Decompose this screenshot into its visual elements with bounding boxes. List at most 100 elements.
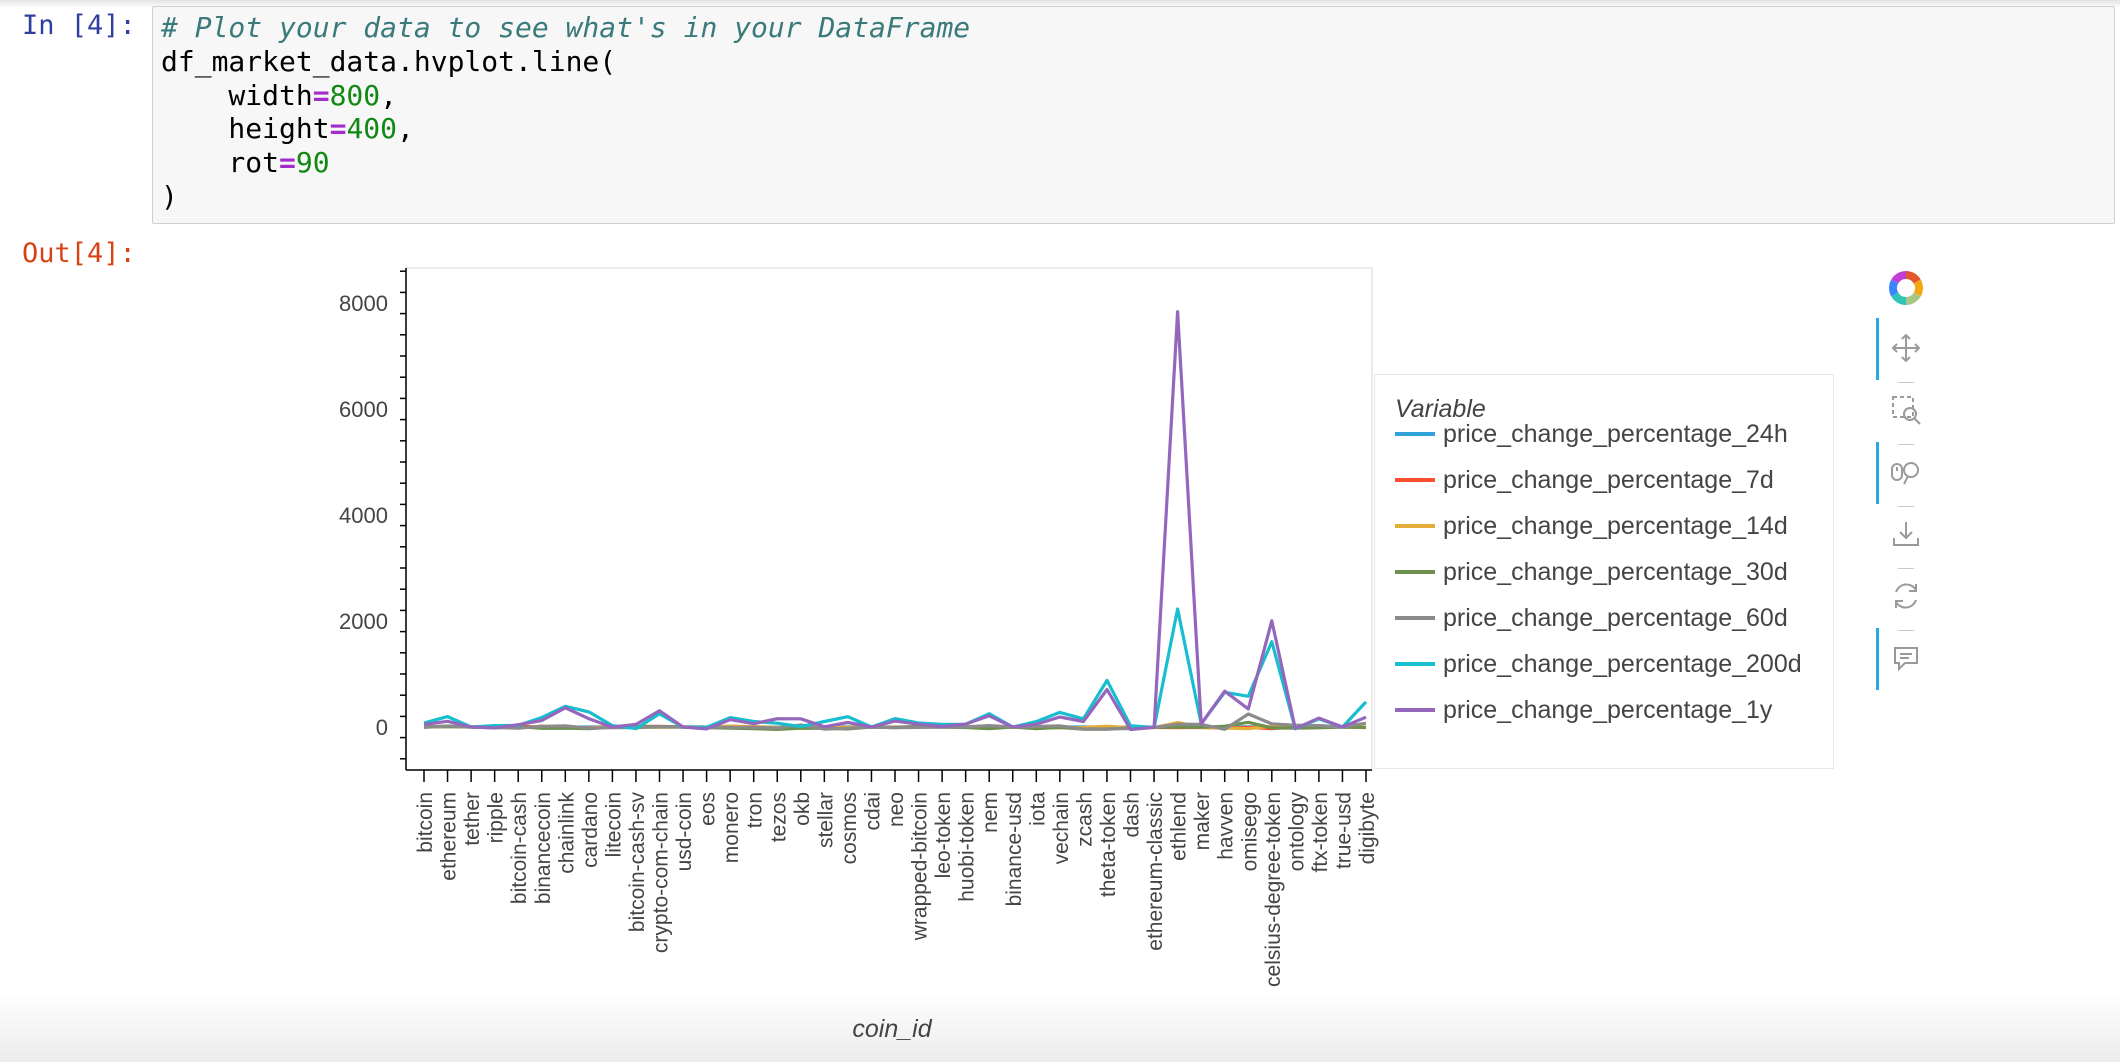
x-tick-label: monero xyxy=(720,792,743,863)
code-comment: # Plot your data to see what's in your D… xyxy=(161,11,971,44)
reset-tool-button[interactable] xyxy=(1876,570,1936,622)
legend-item[interactable]: price_change_percentage_1y xyxy=(1395,695,1772,725)
legend-item[interactable]: price_change_percentage_24h xyxy=(1395,419,1788,449)
x-axis-title: coin_id xyxy=(852,1015,932,1043)
x-tick-label: stellar xyxy=(814,792,837,848)
code-cell-editor[interactable]: # Plot your data to see what's in your D… xyxy=(152,6,2115,224)
x-tick-label: wrapped-bitcoin xyxy=(909,792,932,941)
arg-rot-name: rot xyxy=(161,146,280,180)
hover-tool-button[interactable] xyxy=(1876,628,1936,690)
toolbar-divider xyxy=(1898,444,1914,445)
hover-tool-icon xyxy=(1894,647,1918,672)
plot-toolbar xyxy=(1870,262,1940,702)
x-tick-label: ethlend xyxy=(1168,792,1191,861)
code-close: ) xyxy=(161,179,178,213)
legend-swatch xyxy=(1395,662,1435,666)
x-tick-label: binance-usd xyxy=(1003,792,1026,906)
legend-item[interactable]: price_change_percentage_200d xyxy=(1395,649,1802,679)
arg-width-op: = xyxy=(312,78,330,112)
legend-swatch xyxy=(1395,432,1435,436)
code-text[interactable]: # Plot your data to see what's in your D… xyxy=(161,11,970,214)
legend-swatch xyxy=(1395,524,1435,528)
x-tick-label: okb xyxy=(791,792,814,826)
x-tick-label: dash xyxy=(1121,792,1144,838)
toolbar-divider xyxy=(1898,506,1914,507)
x-tick-label: tezos xyxy=(767,792,790,842)
x-tick-label: bitcoin xyxy=(414,792,437,853)
legend-label: price_change_percentage_24h xyxy=(1443,419,1788,448)
save-tool-icon xyxy=(1893,522,1919,546)
series-line-price_change_percentage_60d[interactable] xyxy=(423,712,1367,731)
legend-title: Variable xyxy=(1395,395,1486,423)
x-tick-label: litecoin xyxy=(602,792,625,857)
box-zoom-tool-icon xyxy=(1892,396,1921,425)
legend-swatch xyxy=(1395,478,1435,482)
arg-height-name: height xyxy=(161,112,330,146)
x-tick-label: bitcoin-cash xyxy=(508,792,531,904)
wheel-zoom-tool-icon xyxy=(1891,462,1919,485)
x-tick-label: cdai xyxy=(861,792,884,831)
pan-tool-icon xyxy=(1891,333,1921,363)
pan-tool-button[interactable] xyxy=(1876,318,1936,380)
plot-frame xyxy=(405,267,1373,771)
arg-rot-op: = xyxy=(279,146,296,180)
save-tool-button[interactable] xyxy=(1876,508,1936,560)
arg-height-sep: , xyxy=(397,112,414,146)
box-zoom-tool-button[interactable] xyxy=(1876,384,1936,436)
x-tick-label: crypto-com-chain xyxy=(650,792,673,953)
x-tick-label: cosmos xyxy=(838,792,861,864)
bokeh-logo-icon[interactable] xyxy=(1886,268,1926,308)
legend-label: price_change_percentage_7d xyxy=(1443,465,1774,494)
legend-item[interactable]: price_change_percentage_60d xyxy=(1395,603,1788,633)
y-tick-label: 6000 xyxy=(339,397,388,422)
legend-label: price_change_percentage_1y xyxy=(1443,695,1773,724)
wheel-zoom-tool-button[interactable] xyxy=(1876,442,1936,504)
x-tick-label: iota xyxy=(1026,792,1049,826)
x-tick-label: vechain xyxy=(1050,792,1073,864)
x-tick-label: ripple xyxy=(485,792,508,843)
toolbar-divider xyxy=(1898,568,1914,569)
legend-label: price_change_percentage_14d xyxy=(1443,511,1788,540)
x-tick-label: nem xyxy=(979,792,1002,833)
arg-width-value: 800 xyxy=(329,78,381,112)
x-tick-label: bitcoin-cash-sv xyxy=(626,792,649,933)
code-call: df_market_data.hvplot.line( xyxy=(161,44,617,78)
x-tick-label: leo-token xyxy=(932,792,955,878)
x-tick-label: tron xyxy=(744,792,767,828)
x-tick-label: ftx-token xyxy=(1309,792,1332,873)
legend-item[interactable]: price_change_percentage_7d xyxy=(1395,465,1774,495)
x-tick-label: celsius-degree-token xyxy=(1262,792,1285,987)
x-tick-label: neo xyxy=(885,792,908,827)
legend-item[interactable]: price_change_percentage_14d xyxy=(1395,511,1788,541)
legend-item[interactable]: price_change_percentage_30d xyxy=(1395,557,1788,587)
y-tick-label: 0 xyxy=(376,715,388,740)
arg-height-op: = xyxy=(329,112,347,146)
x-tick-label: zcash xyxy=(1073,792,1096,847)
x-tick-label: chainlink xyxy=(555,792,578,874)
x-tick-label: ontology xyxy=(1285,792,1308,872)
bottom-fade xyxy=(0,990,2120,1062)
legend-swatch xyxy=(1395,708,1435,712)
x-tick-label: ethereum-classic xyxy=(1144,792,1167,951)
legend-label: price_change_percentage_60d xyxy=(1443,603,1788,632)
x-tick-label: huobi-token xyxy=(956,792,979,902)
output-prompt: Out[4]: xyxy=(22,238,136,269)
input-prompt: In [4]: xyxy=(22,10,136,41)
toolbar-divider xyxy=(1898,382,1914,383)
x-tick-label: usd-coin xyxy=(673,792,696,871)
arg-height-value: 400 xyxy=(346,112,398,146)
x-tick-label: omisego xyxy=(1238,792,1261,871)
series-group xyxy=(423,310,1368,732)
x-tick-label: binancecoin xyxy=(532,792,555,904)
series-line-price_change_percentage_1y[interactable] xyxy=(423,310,1367,732)
x-tick-label: maker xyxy=(1191,792,1214,850)
arg-width-name: width xyxy=(161,78,313,112)
y-tick-label: 2000 xyxy=(339,609,388,634)
toolbar-divider xyxy=(1898,630,1914,631)
top-shadow xyxy=(0,0,2120,8)
x-tick-label: eos xyxy=(697,792,720,826)
y-tick-label: 8000 xyxy=(339,291,388,316)
arg-width-sep: , xyxy=(380,78,398,112)
